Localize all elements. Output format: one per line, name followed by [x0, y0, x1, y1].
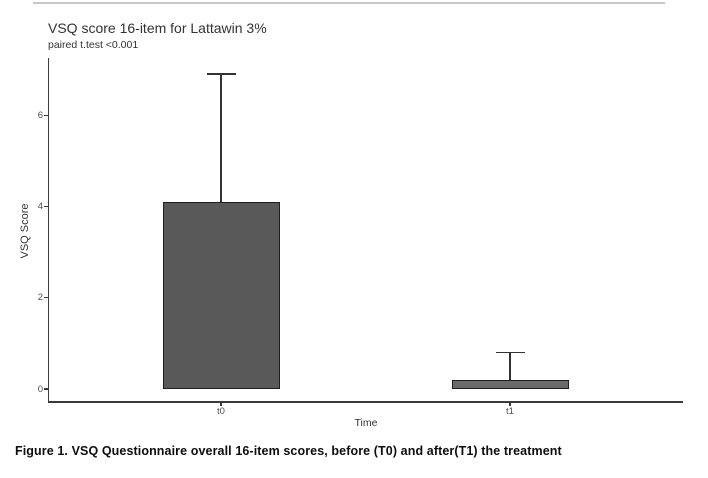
- errorbar-line-t1: [509, 352, 511, 380]
- y-tick-label-6: 6: [37, 109, 43, 121]
- x-tick-label-t1: t1: [506, 405, 514, 417]
- y-tick-mark-4: [44, 205, 48, 207]
- errorbar-cap-t0: [206, 73, 236, 75]
- figure-caption: Figure 1. VSQ Questionnaire overall 16-i…: [15, 444, 562, 458]
- y-tick-mark-6: [44, 114, 48, 116]
- y-tick-label-4: 4: [37, 200, 43, 212]
- x-tick-label-t0: t0: [217, 405, 225, 417]
- y-axis-line: [47, 58, 49, 402]
- y-tick-label-0: 0: [37, 383, 43, 395]
- y-tick-mark-0: [44, 388, 48, 390]
- top-rule: [33, 2, 665, 4]
- bar-t1: [451, 379, 569, 389]
- x-tick-mark-t1: [509, 402, 511, 406]
- chart-title: VSQ score 16-item for Lattawin 3%: [48, 20, 267, 36]
- x-axis-line: [47, 401, 683, 403]
- errorbar-line-t0: [220, 74, 222, 202]
- x-tick-mark-t0: [220, 402, 222, 406]
- bar-t0: [162, 201, 280, 389]
- y-tick-label-2: 2: [37, 292, 43, 304]
- y-tick-mark-2: [44, 297, 48, 299]
- y-axis-title: VSQ Score: [19, 203, 31, 259]
- chart-subtitle: paired t.test <0.001: [48, 39, 139, 51]
- errorbar-cap-t1: [495, 351, 525, 354]
- x-axis-title: Time: [354, 417, 378, 429]
